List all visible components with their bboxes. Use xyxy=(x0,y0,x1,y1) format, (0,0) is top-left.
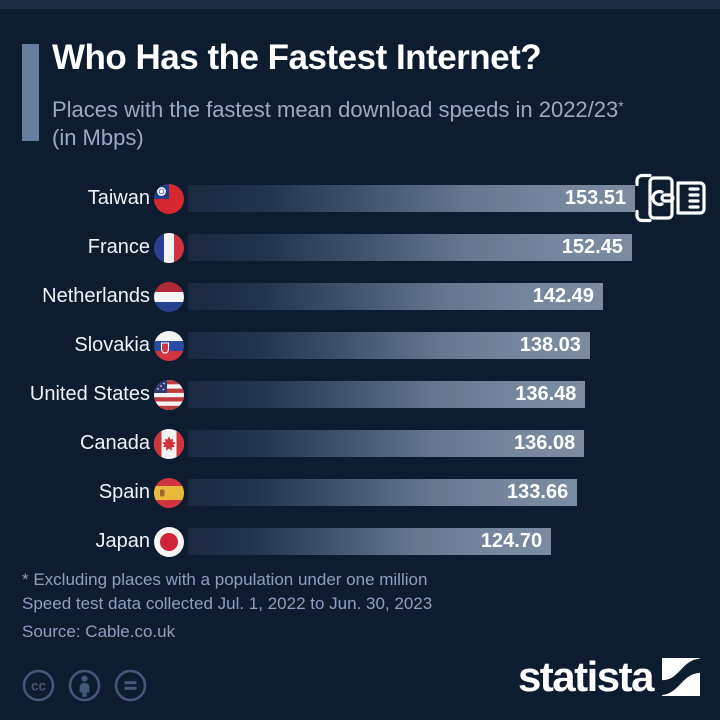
chart-row: Slovakia 138.03 xyxy=(0,321,720,370)
country-label: Slovakia xyxy=(74,334,150,356)
taiwan-flag-icon xyxy=(154,183,184,214)
speed-bar: 142.49 xyxy=(188,283,603,310)
ethernet-plug-icon xyxy=(626,172,710,224)
chart-row: Netherlands 142.49 xyxy=(0,272,720,321)
speed-bar: 133.66 xyxy=(188,479,578,506)
country-label: Japan xyxy=(95,530,151,552)
speed-bar: 152.45 xyxy=(188,234,632,261)
cc-icon: cc xyxy=(22,669,55,702)
speed-bar: 138.03 xyxy=(188,332,590,359)
slovakia-flag-icon xyxy=(154,330,184,361)
svg-text:cc: cc xyxy=(31,679,47,694)
top-edge-strip xyxy=(0,0,720,9)
usa-flag-icon xyxy=(154,379,184,410)
value-label: 124.70 xyxy=(480,530,543,552)
subtitle-line2: (in Mbps) xyxy=(52,125,144,150)
spain-flag-icon xyxy=(154,477,184,508)
statista-logo-icon xyxy=(662,658,700,696)
france-flag-icon xyxy=(154,232,184,263)
country-label: Canada xyxy=(79,432,150,454)
subtitle-line1: Places with the fastest mean download sp… xyxy=(52,97,619,122)
chart-row: Taiwan 153.51 xyxy=(0,172,720,224)
speed-bar: 124.70 xyxy=(188,528,552,555)
chart-row: France 152.45 xyxy=(0,223,720,272)
value-label: 136.08 xyxy=(514,432,576,454)
canada-flag-icon xyxy=(154,428,184,459)
footnote-period: Speed test data collected Jul. 1, 2022 t… xyxy=(22,594,433,613)
speed-bar: 153.51 xyxy=(188,185,635,212)
chart-row: Japan 124.70 xyxy=(0,517,720,566)
japan-flag-icon xyxy=(154,526,184,557)
footnotes: * Excluding places with a population und… xyxy=(22,568,672,644)
speed-bar: 136.08 xyxy=(188,430,585,457)
cc-license-icons: cc xyxy=(22,669,147,702)
attribution-person-icon xyxy=(68,669,101,702)
chart-row: Canada 136.08 xyxy=(0,419,720,468)
chart-subtitle: Places with the fastest mean download sp… xyxy=(52,92,707,152)
value-label: 152.45 xyxy=(561,236,623,258)
statista-brand: statista xyxy=(518,656,700,698)
page-title: Who Has the Fastest Internet? xyxy=(52,38,542,77)
value-label: 136.48 xyxy=(515,383,577,405)
netherlands-flag-icon xyxy=(154,281,184,312)
country-label: United States xyxy=(29,383,150,405)
value-label: 133.66 xyxy=(507,481,569,503)
value-label: 142.49 xyxy=(532,285,594,307)
title-accent-bar xyxy=(22,44,39,141)
country-label: Spain xyxy=(98,481,150,503)
chart-row: Spain 133.66 xyxy=(0,468,720,517)
value-label: 153.51 xyxy=(564,187,626,209)
footnote-population: * Excluding places with a population und… xyxy=(22,570,428,589)
bar-chart: Taiwan 153.51 France 152.45 Netherlands 142.… xyxy=(0,172,720,566)
speed-bar: 136.48 xyxy=(188,381,586,408)
country-label: France xyxy=(87,236,150,258)
no-derivatives-equals-icon xyxy=(114,669,147,702)
country-label: Taiwan xyxy=(87,187,150,209)
subtitle-asterisk: * xyxy=(618,98,624,114)
statista-wordmark: statista xyxy=(517,653,655,700)
value-label: 138.03 xyxy=(519,334,581,356)
chart-row: United States 136.48 xyxy=(0,370,720,419)
country-label: Netherlands xyxy=(42,285,150,307)
source-text: Source: Cable.co.uk xyxy=(22,622,176,641)
